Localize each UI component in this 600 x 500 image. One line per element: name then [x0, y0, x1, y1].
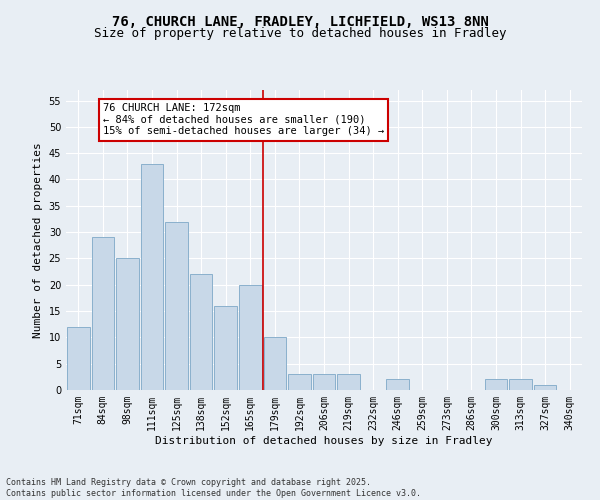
X-axis label: Distribution of detached houses by size in Fradley: Distribution of detached houses by size …: [155, 436, 493, 446]
Y-axis label: Number of detached properties: Number of detached properties: [33, 142, 43, 338]
Bar: [190, 274, 212, 390]
Text: Size of property relative to detached houses in Fradley: Size of property relative to detached ho…: [94, 28, 506, 40]
Bar: [239, 284, 262, 390]
Bar: [485, 380, 508, 390]
Bar: [165, 222, 188, 390]
Bar: [92, 238, 114, 390]
Bar: [288, 374, 311, 390]
Text: 76, CHURCH LANE, FRADLEY, LICHFIELD, WS13 8NN: 76, CHURCH LANE, FRADLEY, LICHFIELD, WS1…: [112, 15, 488, 29]
Text: 76 CHURCH LANE: 172sqm
← 84% of detached houses are smaller (190)
15% of semi-de: 76 CHURCH LANE: 172sqm ← 84% of detached…: [103, 103, 384, 136]
Bar: [263, 338, 286, 390]
Bar: [313, 374, 335, 390]
Bar: [140, 164, 163, 390]
Bar: [67, 327, 89, 390]
Bar: [509, 380, 532, 390]
Bar: [386, 380, 409, 390]
Bar: [337, 374, 360, 390]
Bar: [116, 258, 139, 390]
Text: Contains HM Land Registry data © Crown copyright and database right 2025.
Contai: Contains HM Land Registry data © Crown c…: [6, 478, 421, 498]
Bar: [534, 384, 556, 390]
Bar: [214, 306, 237, 390]
